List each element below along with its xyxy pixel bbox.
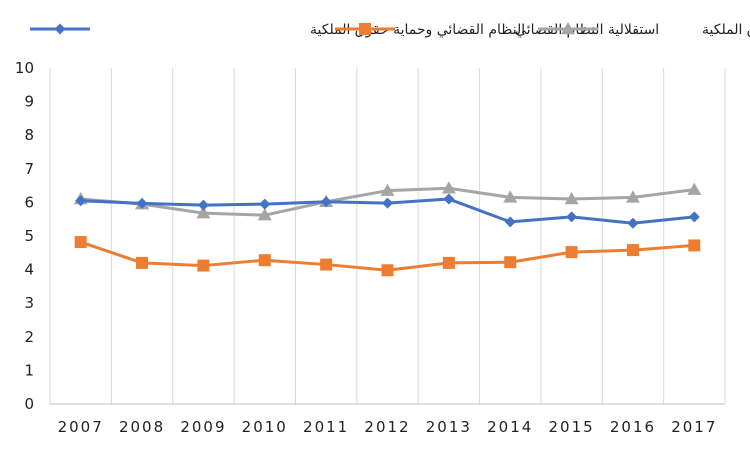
data-point xyxy=(688,239,701,252)
x-tick-label: 2015 xyxy=(548,418,594,436)
data-point xyxy=(259,198,271,210)
legend-marker xyxy=(359,23,371,35)
legend: النظام القضائي وحماية حقوق الملكية استقلا… xyxy=(30,22,750,38)
x-tick-label: 2013 xyxy=(426,418,472,436)
y-tick-label: 4 xyxy=(24,261,34,279)
data-point xyxy=(75,195,87,207)
series-lines xyxy=(73,181,702,277)
x-tick-label: 2008 xyxy=(119,418,165,436)
legend-item: النظام القضائي وحماية حقوق الملكية xyxy=(30,22,525,38)
legend-marker xyxy=(561,22,575,35)
x-axis-tick-labels: 2007 2008 2009 2010 2011 2012 2013 2014 2015 2016… xyxy=(58,418,717,436)
data-point xyxy=(257,208,272,221)
y-tick-label: 0 xyxy=(24,395,34,413)
y-axis-tick-labels: 0 1 2 3 4 5 6 7 8 9 10 xyxy=(15,59,34,413)
data-point xyxy=(625,190,640,203)
series-1 xyxy=(75,193,700,229)
data-point xyxy=(320,258,333,271)
data-point xyxy=(136,197,148,209)
data-point xyxy=(442,256,455,269)
data-point xyxy=(626,244,639,257)
data-point xyxy=(503,190,518,203)
legend-label: حماية حقوق الملكية xyxy=(702,22,750,38)
data-point xyxy=(443,193,455,205)
data-point xyxy=(382,197,393,209)
data-point xyxy=(565,246,578,259)
data-point xyxy=(136,256,149,269)
data-point xyxy=(380,183,395,196)
y-tick-label: 6 xyxy=(24,193,34,211)
data-point xyxy=(381,264,394,277)
data-point xyxy=(566,211,578,223)
data-point xyxy=(320,196,332,208)
legend-item: حماية حقوق الملكية xyxy=(538,22,750,38)
legend-marker xyxy=(54,23,66,35)
y-tick-label: 7 xyxy=(24,160,34,178)
x-tick-label: 2011 xyxy=(303,418,349,436)
series-2 xyxy=(74,236,701,277)
x-tick-label: 2016 xyxy=(610,418,656,436)
y-tick-label: 10 xyxy=(15,59,34,77)
y-tick-label: 8 xyxy=(24,126,34,144)
y-tick-label: 1 xyxy=(24,361,34,379)
x-tick-label: 2010 xyxy=(242,418,288,436)
x-tick-label: 2017 xyxy=(671,418,717,436)
data-point xyxy=(196,206,211,219)
data-point xyxy=(504,216,516,228)
data-point xyxy=(197,199,209,211)
vertical-gridlines xyxy=(49,68,726,404)
data-point xyxy=(258,254,271,267)
data-point xyxy=(504,256,517,269)
data-point xyxy=(627,217,639,229)
y-tick-label: 9 xyxy=(24,93,34,111)
data-point xyxy=(687,182,702,195)
data-point xyxy=(441,181,456,194)
x-tick-label: 2007 xyxy=(58,418,104,436)
y-tick-label: 5 xyxy=(24,227,34,245)
x-tick-label: 2012 xyxy=(364,418,410,436)
x-tick-label: 2014 xyxy=(487,418,533,436)
data-point xyxy=(74,236,87,249)
y-tick-label: 3 xyxy=(24,294,34,312)
data-point xyxy=(564,192,579,205)
x-tick-label: 2009 xyxy=(180,418,226,436)
data-point xyxy=(197,259,210,272)
y-tick-label: 2 xyxy=(24,328,34,346)
data-point xyxy=(688,211,700,223)
